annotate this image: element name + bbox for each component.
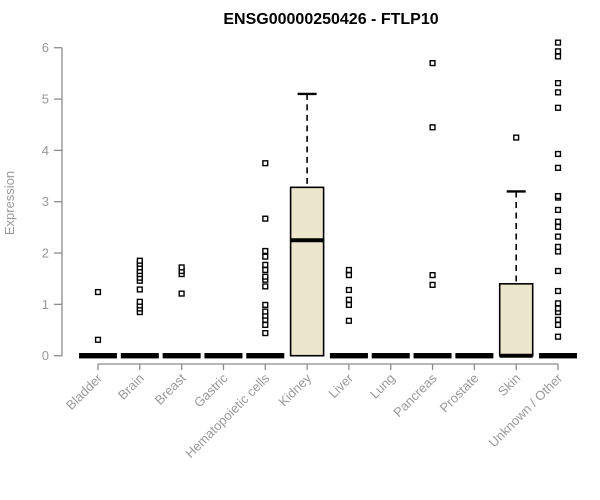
outlier-point — [554, 53, 562, 60]
outlier-point — [262, 266, 269, 274]
outlier-point — [429, 124, 436, 131]
outlier-point — [554, 223, 562, 230]
outlier-point — [262, 283, 269, 290]
outlier-point — [345, 296, 353, 303]
outlier-point — [554, 243, 562, 250]
outlier-point — [262, 261, 269, 268]
outlier-point — [554, 206, 562, 214]
outlier-point — [554, 192, 562, 200]
zero-box — [246, 353, 285, 359]
zero-box — [329, 353, 368, 359]
boxes-layer — [79, 39, 578, 359]
y-tick-label: 1 — [42, 297, 49, 312]
y-tick-label: 6 — [42, 40, 49, 55]
outlier-point — [262, 301, 269, 308]
x-tick-label: Unknown / Other — [486, 370, 566, 450]
outlier-point — [136, 286, 143, 293]
x-tick-label: Kidney — [276, 370, 315, 409]
y-tick-label: 3 — [42, 194, 49, 209]
outlier-point — [262, 330, 269, 337]
outlier-point — [136, 298, 143, 305]
outlier-point — [554, 316, 562, 323]
outlier-point — [178, 290, 185, 297]
x-tick-label: Gastric — [191, 370, 231, 410]
outlier-point — [554, 218, 562, 225]
x-tick-label: Brain — [115, 371, 147, 403]
x-tick-label: Lung — [367, 371, 398, 402]
zero-box — [455, 353, 494, 359]
outlier-point — [94, 288, 102, 296]
outlier-point — [554, 150, 562, 158]
outlier-point — [554, 80, 562, 87]
outlier-point — [554, 333, 562, 340]
outlier-point — [554, 305, 562, 312]
zero-box — [79, 353, 117, 359]
outlier-point — [345, 286, 353, 294]
zero-box — [371, 353, 410, 359]
outlier-point — [554, 233, 562, 240]
outlier-point — [345, 317, 353, 324]
box — [289, 186, 325, 357]
outlier-point — [554, 104, 562, 111]
outlier-point — [178, 264, 185, 271]
outlier-point — [429, 60, 436, 67]
zero-box — [539, 353, 578, 359]
outlier-point — [513, 134, 520, 141]
outlier-point — [262, 160, 269, 167]
outlier-point — [262, 308, 269, 315]
outlier-point — [554, 321, 562, 329]
outlier-point — [262, 247, 269, 255]
x-tick-label: Pancreas — [390, 370, 440, 420]
outlier-point — [554, 89, 562, 96]
outlier-point — [429, 272, 436, 279]
outlier-point — [554, 164, 562, 171]
y-tick-label: 2 — [42, 246, 49, 261]
y-tick-label: 0 — [42, 348, 49, 363]
outlier-point — [345, 266, 353, 274]
outlier-point — [136, 257, 143, 264]
zero-box — [413, 353, 452, 359]
zero-box — [162, 353, 201, 359]
zero-box — [204, 353, 243, 359]
x-tick-label: Liver — [326, 370, 357, 401]
outlier-point — [262, 273, 269, 280]
outlier-point — [554, 39, 562, 46]
outlier-point — [429, 281, 436, 288]
x-tick-label: Breast — [152, 370, 189, 407]
y-tick-label: 4 — [42, 143, 49, 158]
outlier-point — [345, 301, 353, 308]
x-tick-label: Bladder — [63, 370, 106, 413]
outlier-point — [262, 215, 269, 222]
outlier-point — [94, 336, 102, 343]
y-axis-title: Expression — [2, 171, 17, 235]
outlier-point — [554, 287, 562, 295]
zero-box — [120, 353, 159, 359]
outlier-point — [554, 300, 562, 307]
x-tick-label: Prostate — [437, 371, 482, 416]
outlier-point — [554, 267, 562, 275]
outlier-point — [554, 48, 562, 55]
chart-title: ENSG00000250426 - FTLP10 — [223, 11, 438, 28]
y-tick-label: 5 — [42, 92, 49, 107]
outlier-point — [345, 272, 353, 279]
outlier-point — [262, 253, 269, 260]
outlier-point — [262, 321, 269, 329]
box — [498, 283, 534, 357]
x-tick-label: Skin — [495, 371, 523, 399]
